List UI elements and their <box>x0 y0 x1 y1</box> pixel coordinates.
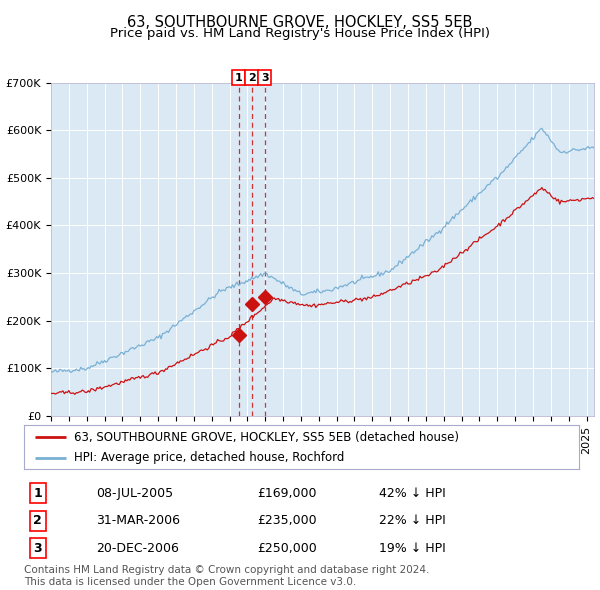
Text: 2: 2 <box>34 514 42 527</box>
Text: 42% ↓ HPI: 42% ↓ HPI <box>379 487 446 500</box>
Text: 22% ↓ HPI: 22% ↓ HPI <box>379 514 446 527</box>
Text: Contains HM Land Registry data © Crown copyright and database right 2024.
This d: Contains HM Land Registry data © Crown c… <box>24 565 430 587</box>
Text: Price paid vs. HM Land Registry's House Price Index (HPI): Price paid vs. HM Land Registry's House … <box>110 27 490 40</box>
Text: 3: 3 <box>34 542 42 555</box>
Text: £169,000: £169,000 <box>257 487 317 500</box>
Text: 2: 2 <box>248 73 256 83</box>
Text: 3: 3 <box>261 73 268 83</box>
Text: 63, SOUTHBOURNE GROVE, HOCKLEY, SS5 5EB (detached house): 63, SOUTHBOURNE GROVE, HOCKLEY, SS5 5EB … <box>74 431 459 444</box>
Text: £235,000: £235,000 <box>257 514 317 527</box>
Text: 31-MAR-2006: 31-MAR-2006 <box>96 514 180 527</box>
Text: 08-JUL-2005: 08-JUL-2005 <box>96 487 173 500</box>
Text: 20-DEC-2006: 20-DEC-2006 <box>96 542 179 555</box>
Text: HPI: Average price, detached house, Rochford: HPI: Average price, detached house, Roch… <box>74 451 344 464</box>
Text: 1: 1 <box>34 487 42 500</box>
Text: 19% ↓ HPI: 19% ↓ HPI <box>379 542 446 555</box>
Text: £250,000: £250,000 <box>257 542 317 555</box>
Text: 1: 1 <box>235 73 242 83</box>
Text: 63, SOUTHBOURNE GROVE, HOCKLEY, SS5 5EB: 63, SOUTHBOURNE GROVE, HOCKLEY, SS5 5EB <box>127 15 473 30</box>
